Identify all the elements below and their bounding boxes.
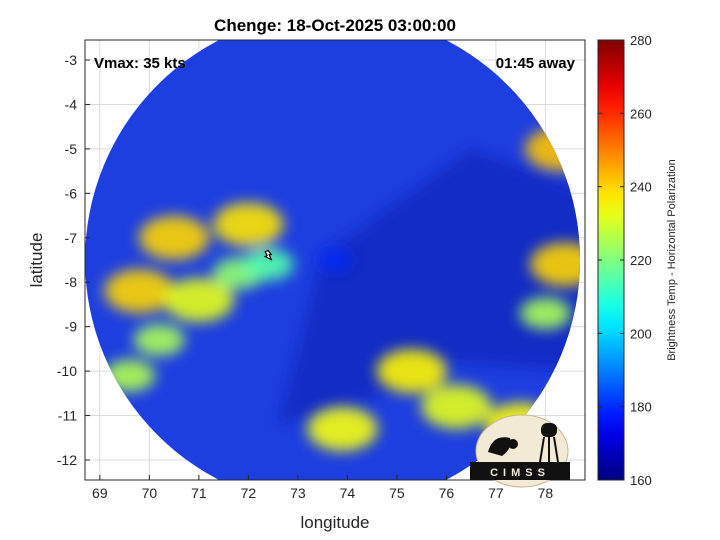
y-tick-label: -3: [65, 52, 78, 68]
x-axis-ticks: 69 70 71 72 73 74 75 76 77 78: [92, 475, 553, 501]
y-tick-label: -7: [65, 230, 78, 246]
feature-blob: [213, 202, 284, 247]
y-tick-label: -10: [57, 363, 77, 379]
feature-blob: [133, 324, 185, 356]
colorbar-label: Brightness Temp - Horizontal Polarizatio…: [666, 159, 678, 361]
feature-blob: [307, 406, 378, 451]
feature-blob: [104, 269, 175, 314]
colorbar-tick-label: 260: [630, 106, 652, 121]
storm-center-icon: [263, 249, 273, 261]
colorbar-tick-label: 200: [630, 326, 652, 341]
feature-blob: [319, 250, 351, 270]
x-axis-label: longitude: [300, 513, 369, 532]
feature-blob: [242, 248, 294, 281]
y-tick-label: -12: [57, 452, 77, 468]
chart-title: Chenge: 18-Oct-2025 03:00:00: [214, 16, 456, 35]
colorbar-ticks: 160 180 200 220 240 260 280: [598, 33, 652, 488]
x-tick-label: 71: [191, 485, 207, 501]
vmax-annotation: Vmax: 35 kts: [94, 55, 186, 72]
colorbar-tick-label: 240: [630, 180, 652, 195]
colorbar-tick-label: 220: [630, 253, 652, 268]
feature-blob: [138, 215, 210, 260]
y-axis-ticks: -3 -4 -5 -6 -7 -8 -9 -10 -11 -12: [57, 52, 90, 468]
x-tick-label: 77: [488, 485, 504, 501]
colorbar-tick-label: 180: [630, 400, 652, 415]
logo-text: CIMSS: [490, 467, 550, 479]
y-tick-label: -8: [65, 274, 78, 290]
feature-blob: [376, 349, 447, 394]
feature-blob: [421, 384, 492, 429]
x-tick-label: 73: [290, 485, 306, 501]
small-dish-icon: [508, 439, 518, 449]
x-tick-label: 78: [538, 485, 554, 501]
y-tick-label: -9: [65, 319, 78, 335]
swath-dark-region: [278, 148, 581, 425]
y-tick-label: -5: [65, 141, 78, 157]
y-axis-label: latitude: [27, 233, 46, 288]
feature-blob: [519, 297, 571, 330]
colorbar-tick-label: 160: [630, 473, 652, 488]
feature-blob: [529, 242, 581, 287]
axes-box: [84, 39, 586, 481]
colorbar-tick-label: 280: [630, 33, 652, 48]
feature-blob: [163, 278, 235, 322]
y-tick-label: -11: [58, 408, 77, 424]
x-tick-label: 70: [142, 485, 158, 501]
satellite-dish-icon: [488, 437, 511, 456]
x-tick-label: 75: [389, 485, 405, 501]
colorbar: [597, 39, 625, 481]
x-tick-label: 76: [439, 485, 455, 501]
y-tick-label: -6: [65, 185, 78, 201]
x-tick-label: 69: [92, 485, 108, 501]
x-tick-label: 74: [340, 485, 356, 501]
water-tower-icon: [541, 423, 557, 437]
time-away-annotation: 01:45 away: [496, 55, 576, 72]
x-tick-label: 72: [241, 485, 257, 501]
cimss-logo: CIMSS: [470, 414, 570, 488]
y-tick-label: -4: [65, 96, 78, 112]
